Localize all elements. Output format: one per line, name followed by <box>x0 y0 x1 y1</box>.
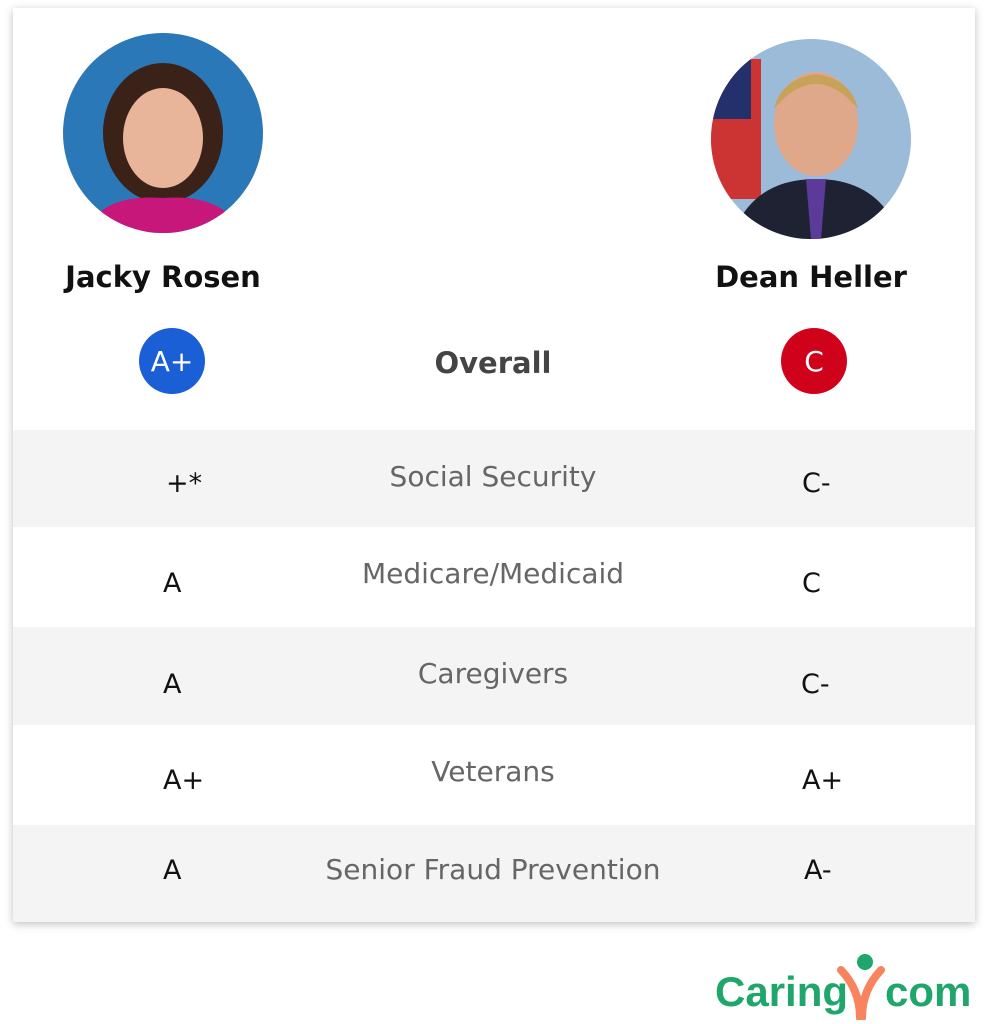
left-overall-grade-badge: A+ <box>139 328 205 394</box>
table-row: +* Social Security C- <box>13 430 975 527</box>
scorecard: Jacky Rosen Dean Heller A+ Overall C +* … <box>13 8 975 922</box>
right-grade: A- <box>804 855 832 886</box>
dean-heller-photo <box>711 39 911 239</box>
left-candidate-name: Jacky Rosen <box>65 260 261 294</box>
left-grade: A <box>163 669 182 700</box>
category-label: Medicare/Medicaid <box>361 557 625 590</box>
left-grade: A <box>163 855 182 886</box>
left-grade: A <box>163 568 182 599</box>
category-label: Senior Fraud Prevention <box>325 853 661 886</box>
right-grade: A+ <box>802 765 844 796</box>
logo-text-left: Caring <box>715 968 848 1015</box>
table-row: A Caregivers C- <box>13 627 975 725</box>
logo-text-right: com <box>885 968 971 1015</box>
right-grade: C- <box>801 669 830 700</box>
caring-com-logo: Caring com <box>715 950 975 1022</box>
left-grade: +* <box>166 468 203 499</box>
right-grade: C <box>802 568 821 599</box>
right-candidate-name: Dean Heller <box>715 260 907 294</box>
jacky-rosen-photo <box>63 33 263 233</box>
table-row: A+ Veterans A+ <box>13 725 975 825</box>
overall-label: Overall <box>434 346 552 380</box>
category-label: Veterans <box>431 755 555 788</box>
right-overall-grade-badge: C <box>781 328 847 394</box>
category-label: Caregivers <box>417 657 569 690</box>
category-label: Social Security <box>389 460 597 493</box>
left-grade: A+ <box>163 765 205 796</box>
table-row: A Medicare/Medicaid C <box>13 527 975 627</box>
table-row: A Senior Fraud Prevention A- <box>13 825 975 922</box>
right-grade: C- <box>802 468 831 499</box>
